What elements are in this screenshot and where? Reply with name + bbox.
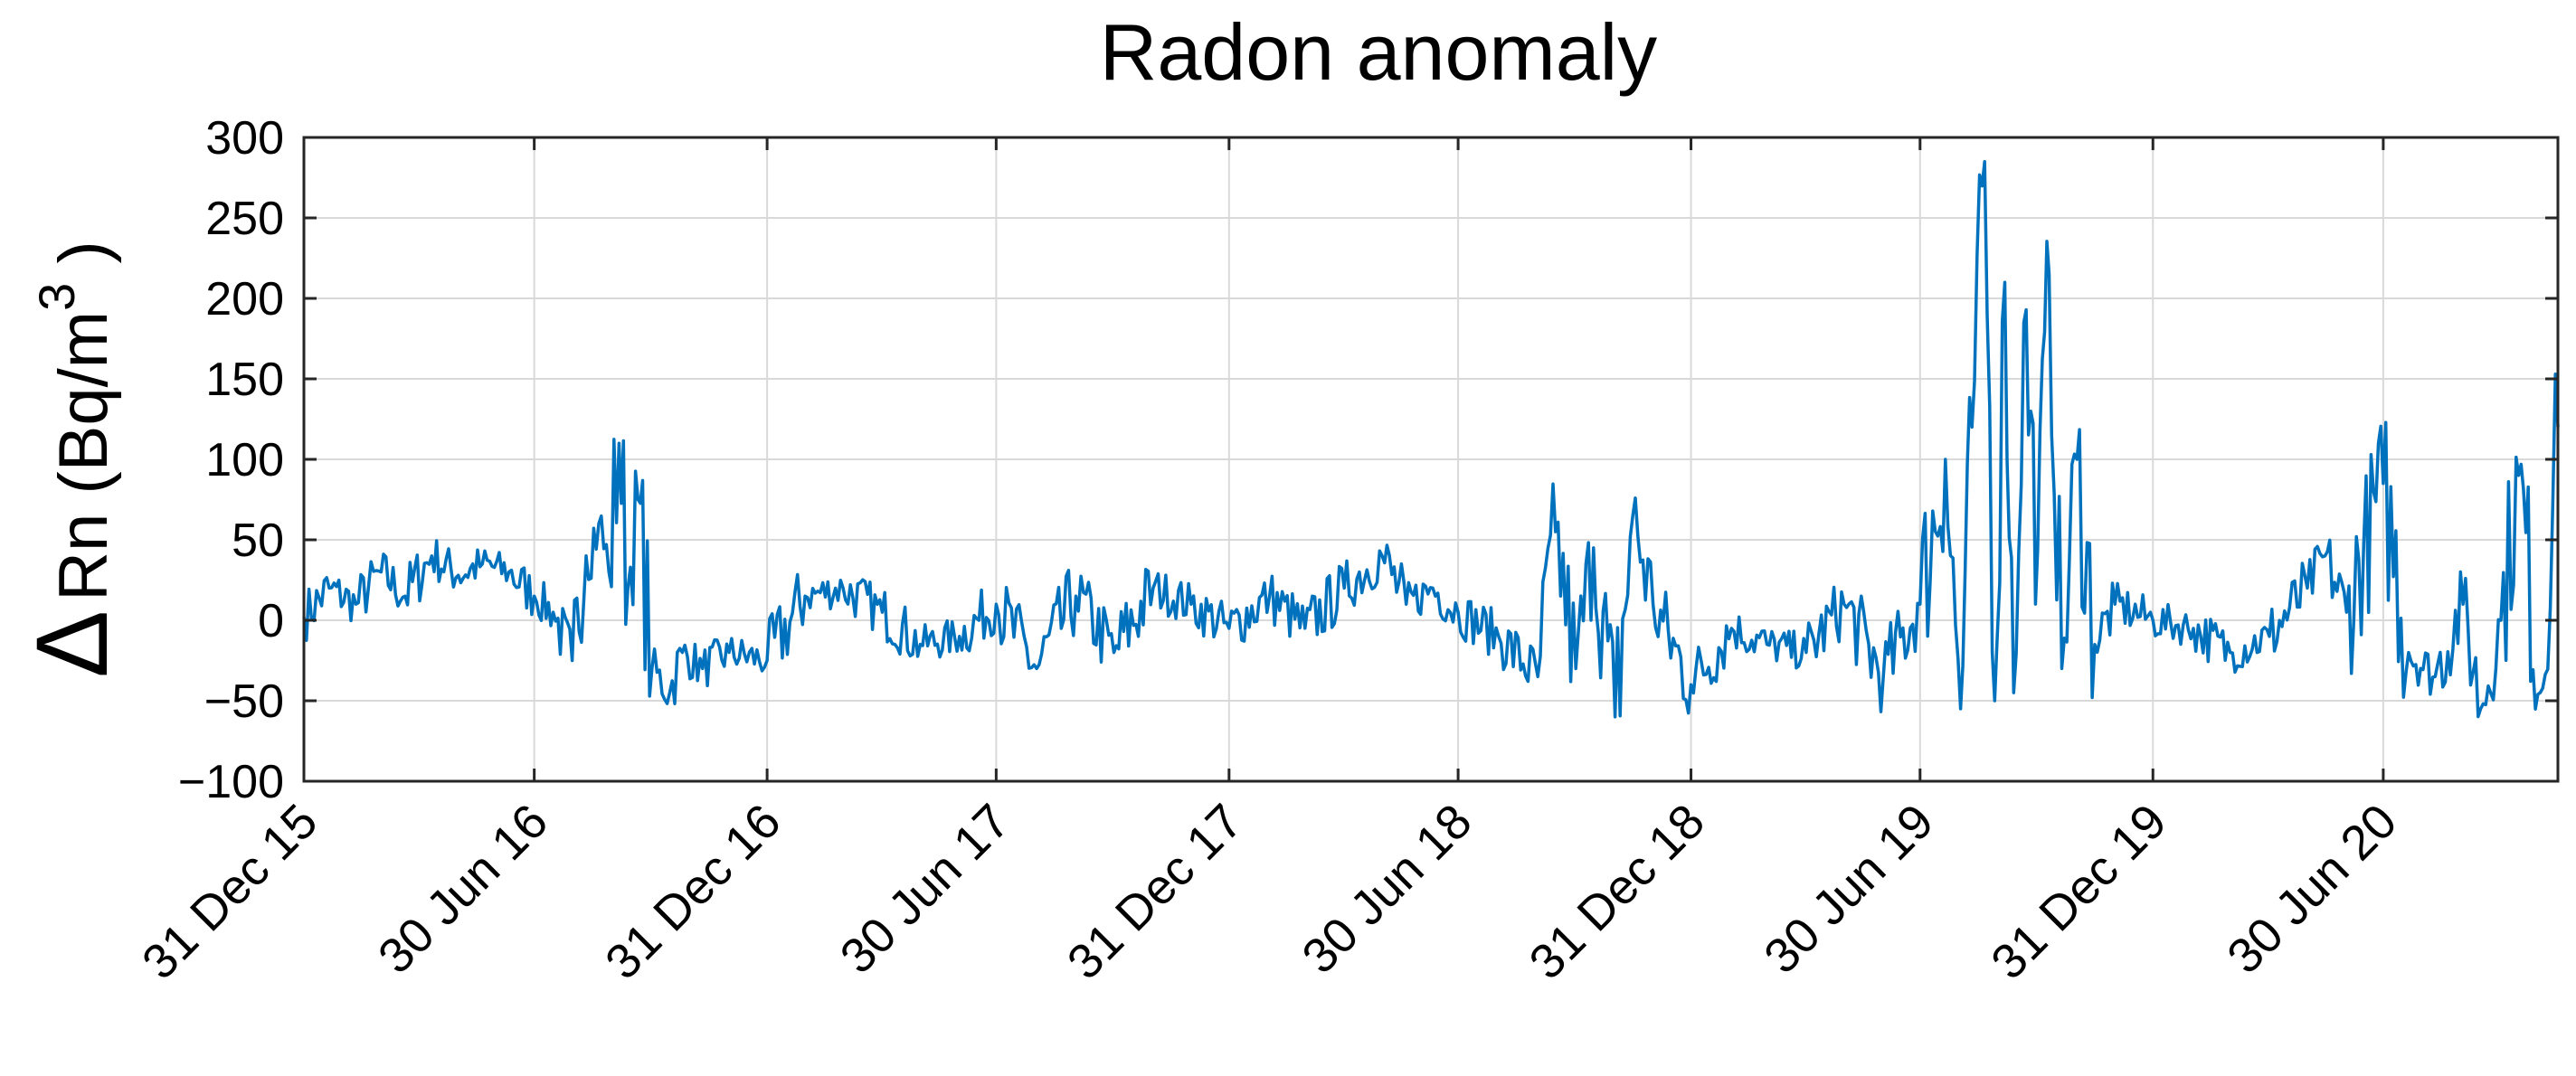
x-tick-label: 31 Dec 16 <box>595 794 791 989</box>
y-axis-label-text: Rn (Bq/m <box>45 311 122 601</box>
series-line <box>302 159 2560 719</box>
x-tick-label: 31 Dec 18 <box>1520 794 1715 989</box>
chart-title: Radon anomaly <box>1100 7 1657 97</box>
y-tick-label: 200 <box>205 273 284 326</box>
y-tick-label: 150 <box>205 354 284 406</box>
x-tick-label: 31 Dec 15 <box>132 794 327 989</box>
y-tick-label: 250 <box>205 193 284 245</box>
y-axis-label-suffix: ) <box>45 241 122 282</box>
x-tick-label: 30 Jun 19 <box>1754 794 1944 984</box>
x-tick-label: 31 Dec 17 <box>1057 794 1253 989</box>
y-tick-label: 300 <box>205 112 284 165</box>
y-axis-label-superscript: 3 <box>28 283 85 311</box>
x-tick-label: 30 Jun 20 <box>2217 794 2407 984</box>
y-axis-label-symbol: Δ <box>15 610 128 678</box>
grid-lines <box>303 137 2558 782</box>
y-tick-label: 100 <box>205 434 284 486</box>
x-tick-label: 30 Jun 18 <box>1292 794 1482 984</box>
y-tick-label: 0 <box>258 595 284 647</box>
x-tick-label: 31 Dec 19 <box>1981 794 2176 989</box>
y-tick-label: −50 <box>204 675 284 728</box>
y-tick-label: 50 <box>232 514 284 567</box>
y-axis-label: Δ Rn (Bq/m3 ) <box>15 241 128 677</box>
y-axis-ticks: −100 −50 0 50 100 150 200 250 300 <box>178 112 2558 808</box>
y-tick-label: −100 <box>178 756 284 808</box>
x-tick-label: 30 Jun 16 <box>368 794 558 984</box>
x-tick-label: 30 Jun 17 <box>830 794 1020 984</box>
series-line-group <box>302 159 2560 719</box>
